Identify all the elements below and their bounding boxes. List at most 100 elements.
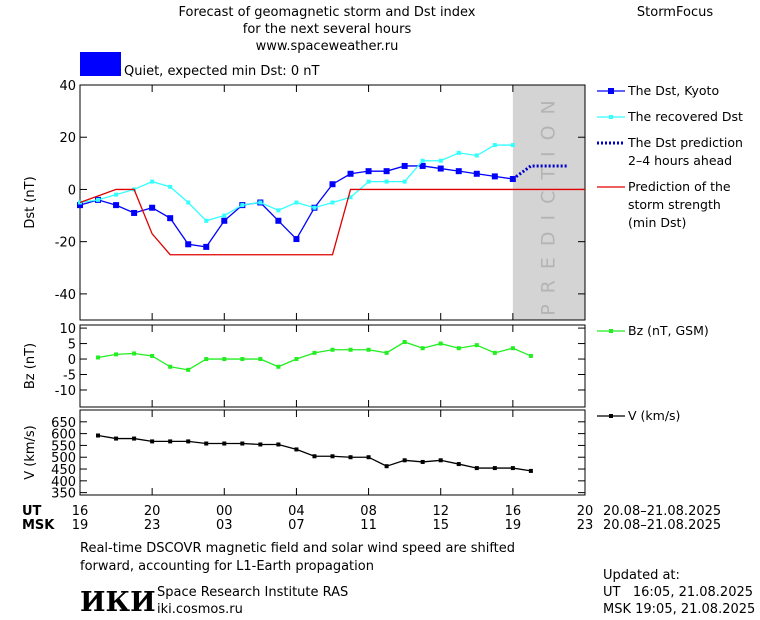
data-point [455,168,462,175]
data-point [528,353,533,358]
data-point [294,200,299,205]
site: iki.cosmos.ru [157,602,243,617]
x-tick-label: 08 [360,504,377,519]
data-point [294,447,299,452]
status-box [80,52,121,76]
data-point [492,350,497,355]
x-tick-label: 11 [360,518,377,533]
plot-frame [79,324,586,408]
data-point [149,204,156,211]
data-point [510,143,515,148]
prediction-zone [512,85,585,320]
legend-label: Prediction of the [628,179,731,194]
series-line [97,341,532,371]
footer-note: forward, accounting for L1-Earth propaga… [80,559,374,574]
data-point [186,367,191,372]
y-tick-label: -5 [63,369,76,384]
data-point [114,192,119,197]
data-point [383,168,390,175]
data-point [312,454,317,459]
data-point [402,340,407,345]
y-tick-label: 0 [68,353,76,368]
data-point [132,351,137,356]
updated-msk: MSK 19:05, 21.08.2025 [603,602,755,617]
data-point [222,441,227,446]
x-tick-label: 03 [216,518,233,533]
y-tick-label: -10 [55,384,76,399]
data-point [204,357,209,362]
x-tick-label: 07 [288,518,305,533]
data-point [401,162,408,169]
y-tick-label: -20 [55,236,76,251]
legend-label: 2–4 hours ahead [628,153,732,168]
data-point [456,346,461,351]
x-tick-label: 19 [505,518,522,533]
data-point [168,364,173,369]
data-point [276,208,281,213]
legend-marker [609,329,613,333]
legend-marker [608,88,614,94]
data-point [150,179,155,184]
x-tick-label: 20 [144,504,161,519]
legend-label: (min Dst) [628,215,686,230]
msk-date: 20.08–21.08.2025 [603,518,721,533]
data-point [474,466,479,471]
data-point [186,439,191,444]
x-tick-label: 12 [432,504,449,519]
data-point [258,200,263,205]
y-tick-label: 600 [51,428,76,443]
data-point [186,200,191,205]
data-point [402,179,407,184]
data-point [276,364,281,369]
y-axis-label: V (km/s) [23,425,38,480]
y-tick-label: 20 [59,131,76,146]
data-point [312,350,317,355]
data-point [240,357,245,362]
data-point [167,215,174,222]
data-point [114,436,119,441]
series-line [511,164,567,181]
status-label: Quiet, expected min Dst: 0 nT [124,64,319,79]
data-point [96,355,101,360]
ut-label: UT [22,504,42,519]
data-point [347,170,354,177]
logo: ИКИ [80,587,156,618]
data-point [348,195,353,200]
data-point [492,466,497,471]
x-tick-label: 15 [432,518,449,533]
series-line [79,165,513,248]
data-point [510,466,515,471]
data-point [96,433,101,438]
y-axis-label: Bz (nT) [23,343,38,389]
y-tick-label: 550 [51,439,76,454]
msk-label: MSK [22,518,55,533]
site-url: www.spaceweather.ru [256,39,399,54]
data-point [420,158,425,163]
data-point [384,464,389,469]
data-point [365,168,372,175]
data-point [420,346,425,351]
updated-ut: UT 16:05, 21.08.2025 [603,585,753,600]
brand: StormFocus [637,5,713,20]
data-point [150,353,155,358]
data-point [113,202,120,209]
y-tick-label: 400 [51,475,76,490]
data-point [491,173,498,180]
legend-label: The Dst, Kyoto [627,83,719,98]
data-point [456,462,461,467]
data-point [294,357,299,362]
ut-date: 20.08–21.08.2025 [603,504,721,519]
data-point [240,203,245,208]
y-tick-label: 500 [51,451,76,466]
data-point [330,347,335,352]
title: Forecast of geomagnetic storm and Dst in… [178,5,475,20]
data-point [528,468,533,473]
data-point [204,441,209,446]
y-tick-label: 5 [68,338,76,353]
y-tick-label: 40 [59,79,76,94]
data-point [366,179,371,184]
legend-label: V (km/s) [628,408,680,423]
data-point [222,357,227,362]
data-point [293,236,300,243]
